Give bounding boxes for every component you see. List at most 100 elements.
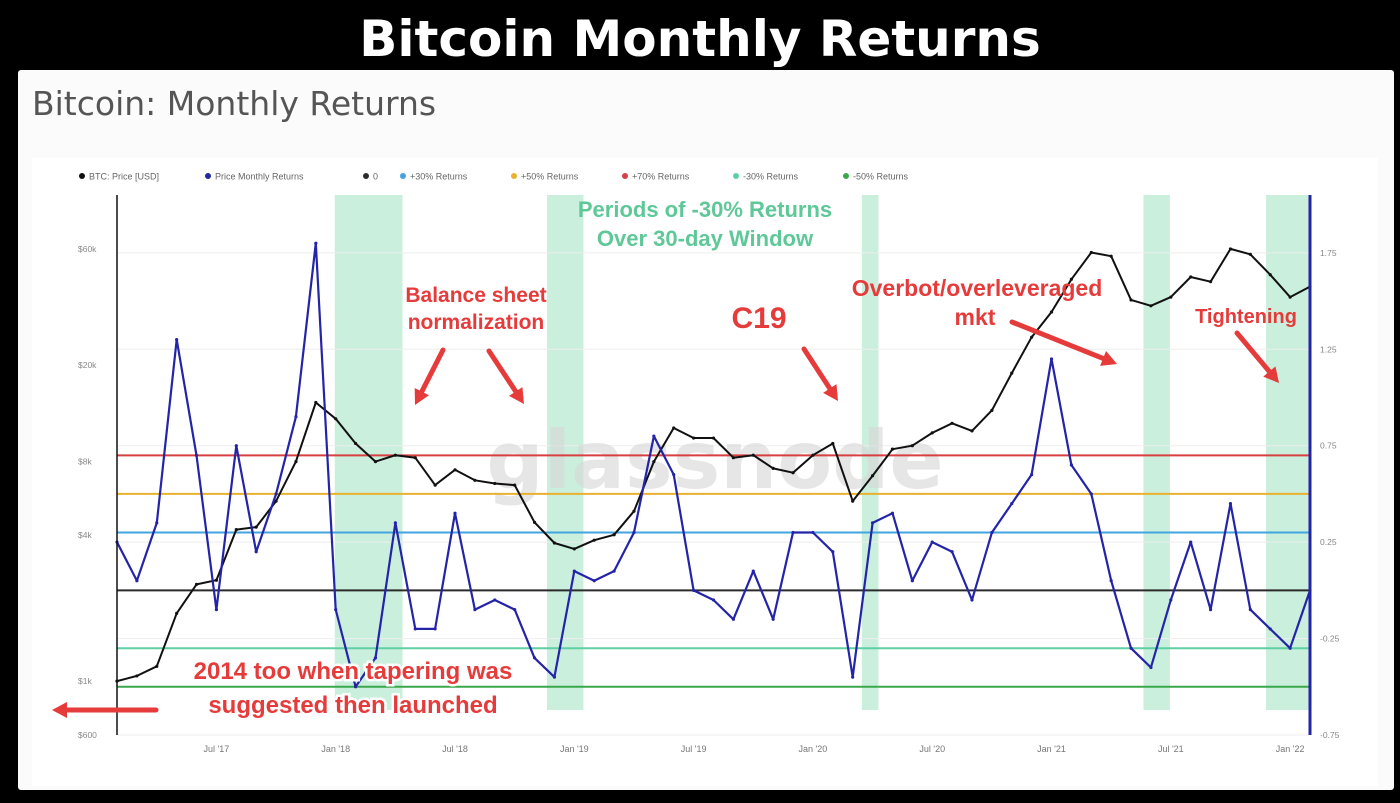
c19-label: C19 xyxy=(731,302,786,335)
price-point-12 xyxy=(334,417,338,421)
y-left-tick-label-1: $600 xyxy=(78,730,97,740)
annotation-arrows xyxy=(52,319,1279,718)
price-point-15 xyxy=(393,453,397,457)
y-left-tick-label-5: $20k xyxy=(78,360,97,370)
returns-point-4 xyxy=(175,338,179,342)
returns-point-27 xyxy=(632,530,636,535)
y-left-tick-label-3: $4k xyxy=(78,530,92,540)
price-point-27 xyxy=(632,509,636,513)
price-point-42 xyxy=(930,431,934,435)
price-point-49 xyxy=(1069,277,1073,281)
overbot-label-line1: Overbot/overleveraged xyxy=(852,275,1103,301)
y-left-tick-label-2: $1k xyxy=(78,676,92,686)
returns-point-38 xyxy=(851,675,855,679)
price-point-11 xyxy=(314,400,318,405)
series-lines xyxy=(115,241,1312,689)
returns-point-54 xyxy=(1169,598,1173,602)
price-point-18 xyxy=(453,468,457,472)
returns-point-42 xyxy=(930,540,934,544)
returns-point-9 xyxy=(274,492,278,496)
price-point-60 xyxy=(1288,295,1292,299)
x-tick-label-10: Jan '22 xyxy=(1276,744,1305,754)
x-tick-label-1: Jul '17 xyxy=(204,744,230,754)
legend-label-3: 0 xyxy=(373,172,378,182)
gridlines xyxy=(117,252,1310,736)
returns-point-11 xyxy=(314,241,318,245)
legend-label-5: +50% Returns xyxy=(521,172,579,182)
x-tick-label-9: Jul '21 xyxy=(1158,744,1184,754)
balance-right-arrow-shaft xyxy=(486,348,519,394)
price-point-32 xyxy=(731,456,735,460)
price-point-31 xyxy=(711,436,716,440)
legend-marker-8 xyxy=(843,173,849,179)
legend-marker-6 xyxy=(622,173,628,179)
periods-title-line2: Over 30-day Window xyxy=(597,226,814,251)
price-point-10 xyxy=(294,459,298,464)
shaded-periods xyxy=(334,195,1310,710)
legend-label-8: -50% Returns xyxy=(853,172,909,182)
returns-point-44 xyxy=(970,598,974,602)
x-axis-ticks: Jul '17 Jan '18 Jul '18 Jan '19 Jul '19 Jan '… xyxy=(204,744,1305,754)
legend-label-7: -30% Returns xyxy=(743,172,799,182)
returns-point-17 xyxy=(433,627,437,631)
price-point-2 xyxy=(135,674,139,678)
shaded-period-4 xyxy=(1143,195,1170,710)
c19-arrow-shaft xyxy=(801,346,833,391)
price-point-9 xyxy=(274,499,278,503)
tightening-arrow-head xyxy=(1263,366,1279,383)
returns-point-21 xyxy=(513,608,517,612)
returns-point-49 xyxy=(1069,463,1073,467)
price-point-28 xyxy=(652,459,656,464)
y-left-tick-label-6: $60k xyxy=(78,244,97,254)
y-left-tick-label-4: $8k xyxy=(78,457,92,467)
returns-point-5 xyxy=(194,453,199,457)
returns-point-52 xyxy=(1129,646,1133,650)
returns-point-6 xyxy=(214,608,219,612)
y-right-tick-label-2: -0.25 xyxy=(1320,634,1340,644)
returns-point-60 xyxy=(1288,646,1292,650)
legend-marker-4 xyxy=(400,173,406,179)
returns-point-26 xyxy=(612,569,616,573)
price-point-52 xyxy=(1129,298,1133,302)
returns-point-14 xyxy=(373,656,378,660)
price-point-58 xyxy=(1248,252,1252,256)
price-point-56 xyxy=(1208,280,1213,284)
price-point-53 xyxy=(1149,304,1153,308)
legend-marker-3 xyxy=(363,173,369,179)
returns-point-41 xyxy=(910,579,914,583)
price-point-14 xyxy=(373,459,378,464)
returns-point-18 xyxy=(453,511,457,515)
returns-point-29 xyxy=(672,473,676,477)
x-tick-label-4: Jan '19 xyxy=(560,744,589,754)
y-right-tick-label-3: 0.25 xyxy=(1320,537,1337,547)
returns-point-46 xyxy=(1010,501,1014,506)
price-point-33 xyxy=(751,453,755,457)
price-point-54 xyxy=(1169,295,1173,299)
price-point-17 xyxy=(433,483,437,487)
returns-point-57 xyxy=(1228,501,1233,506)
price-point-35 xyxy=(791,471,795,475)
balance-sheet-label-line2: normalization xyxy=(408,311,545,334)
returns-point-16 xyxy=(413,627,417,631)
returns-point-40 xyxy=(890,511,895,515)
x-tick-label-6: Jan '20 xyxy=(799,744,828,754)
returns-point-59 xyxy=(1268,627,1272,631)
returns-point-10 xyxy=(294,415,298,419)
returns-point-15 xyxy=(393,521,397,525)
returns-point-23 xyxy=(552,675,557,679)
legend-marker-2 xyxy=(205,173,211,179)
returns-point-8 xyxy=(254,550,258,554)
returns-point-22 xyxy=(532,656,537,660)
returns-point-50 xyxy=(1089,492,1093,496)
price-point-19 xyxy=(473,478,477,482)
y-right-tick-label-4: 0.75 xyxy=(1320,441,1337,451)
overbot-arrow-head xyxy=(1100,351,1117,366)
returns-point-3 xyxy=(155,521,159,525)
price-point-34 xyxy=(771,466,775,471)
returns-point-45 xyxy=(990,530,994,535)
headline: Bitcoin Monthly Returns xyxy=(359,10,1041,68)
price-point-44 xyxy=(970,429,974,433)
returns-point-37 xyxy=(831,550,835,554)
